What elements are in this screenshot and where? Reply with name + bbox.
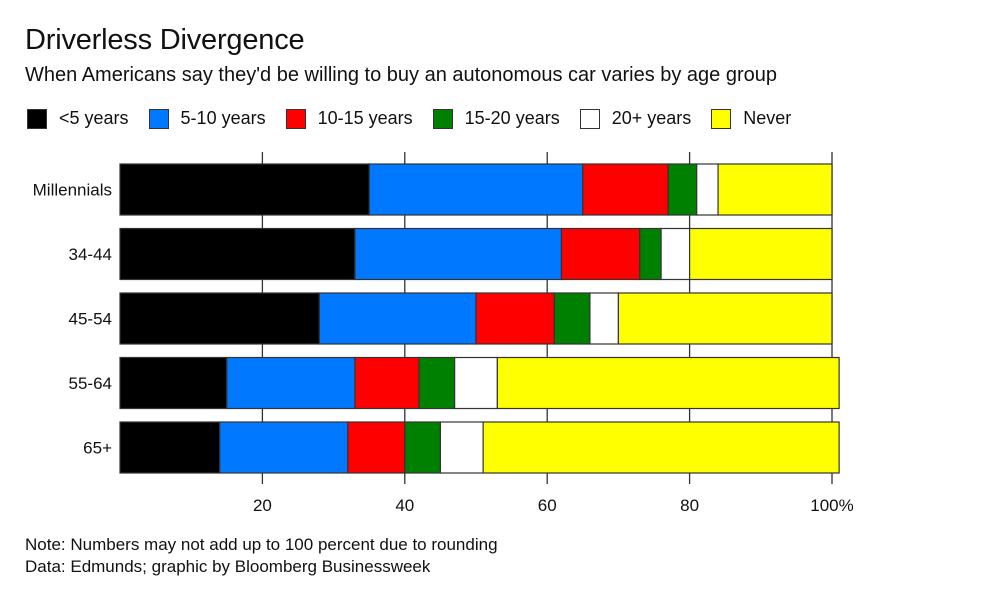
bar-segment: [226, 356, 356, 410]
legend-swatch: [27, 108, 47, 129]
legend-label: 15-20 years: [464, 108, 560, 128]
bar-segment: [696, 163, 719, 216]
category-labels: Millennials 34-44 45-54 55-64 65+: [33, 181, 112, 458]
legend: <5 years 5-10 years 10-15 years 15-20 ye…: [27, 108, 811, 129]
footnotes: Note: Numbers may not add up to 100 perc…: [25, 534, 498, 578]
bar-segment: [717, 163, 833, 216]
bar-segment: [454, 356, 498, 410]
x-tick-label: 20: [253, 496, 272, 515]
bars: [119, 163, 840, 474]
legend-swatch: [285, 108, 306, 129]
legend-swatch: [432, 108, 453, 129]
bar-segment: [318, 292, 477, 345]
bar-segment: [368, 163, 584, 216]
bar-segment: [119, 292, 320, 345]
legend-item: 15-20 years: [432, 108, 560, 129]
category-label: 65+: [83, 439, 112, 458]
bar-segment: [347, 421, 406, 474]
legend-swatch: [148, 108, 169, 129]
bar-segment: [688, 227, 833, 281]
bar-segment: [418, 356, 456, 410]
bar-segment: [617, 292, 833, 345]
category-label: 34-44: [69, 245, 112, 264]
legend-label: 10-15 years: [317, 108, 413, 128]
bar-segment: [119, 163, 370, 216]
bar-segment: [660, 227, 691, 281]
source-text: Data: Edmunds; graphic by Bloomberg Busi…: [25, 557, 431, 576]
bar-segment: [354, 227, 563, 281]
x-tick-label: 60: [538, 496, 557, 515]
bar-segment: [667, 163, 698, 216]
legend-label: Never: [743, 108, 792, 128]
bar-segment: [439, 421, 484, 474]
bar-segment: [354, 356, 420, 410]
bar-segment: [219, 421, 349, 474]
bar-segment: [475, 292, 555, 345]
category-label: 45-54: [69, 310, 112, 329]
legend-item: 5-10 years: [148, 108, 266, 129]
x-tick-label: 100%: [810, 496, 853, 515]
chart-subtitle: When Americans say they'd be willing to …: [25, 64, 778, 86]
bar-segment: [119, 227, 356, 281]
bar-segment: [119, 421, 221, 474]
x-tick-label: 40: [395, 496, 414, 515]
bar-segment: [404, 421, 441, 474]
legend-item: <5 years: [27, 108, 129, 129]
category-label: 55-64: [69, 374, 112, 393]
note-text: Note: Numbers may not add up to 100 perc…: [25, 535, 498, 554]
bar-segment: [639, 227, 662, 281]
legend-item: 20+ years: [579, 108, 692, 129]
legend-swatch: [711, 108, 732, 129]
chart-title: Driverless Divergence: [25, 24, 305, 56]
bar-segment: [589, 292, 619, 345]
bar-segment: [582, 163, 669, 216]
bar-segment: [553, 292, 591, 345]
legend-label: 5-10 years: [180, 108, 266, 128]
legend-item: Never: [711, 108, 791, 129]
legend-item: 10-15 years: [285, 108, 413, 129]
legend-label: 20+ years: [611, 108, 692, 128]
x-tick-label: 80: [680, 496, 699, 515]
bar-segment: [119, 356, 228, 410]
legend-label: <5 years: [59, 108, 129, 128]
bar-segment: [482, 421, 840, 474]
legend-swatch: [579, 108, 600, 129]
bar-segment: [496, 356, 840, 410]
category-label: Millennials: [33, 181, 112, 200]
bar-segment: [560, 227, 641, 281]
x-tick-labels: 20 40 60 80 100%: [253, 496, 854, 515]
